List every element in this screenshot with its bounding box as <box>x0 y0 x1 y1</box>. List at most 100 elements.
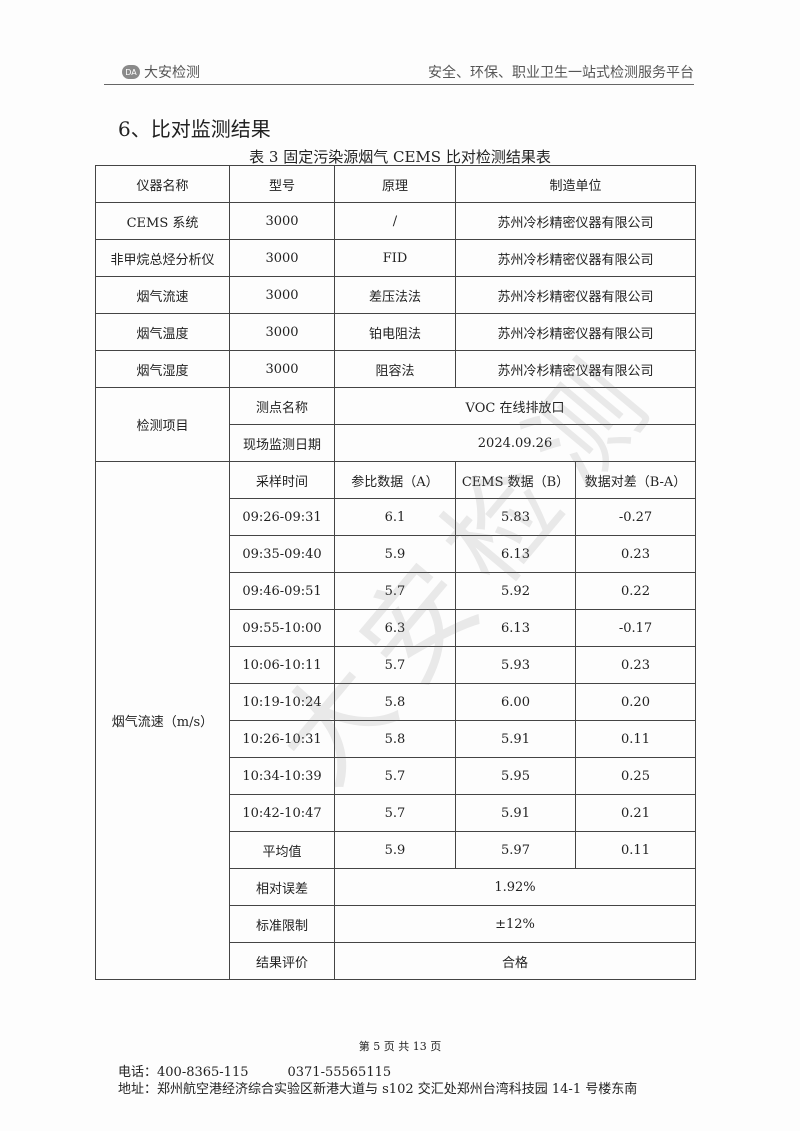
table-cell: 10:34-10:39 <box>229 757 335 795</box>
table-cell: 测点名称 <box>229 387 335 425</box>
table-cell: 0.23 <box>574 646 697 684</box>
table-cell: 6.3 <box>334 609 456 647</box>
table-cell: 结果评价 <box>229 942 335 980</box>
table-cell: 09:35-09:40 <box>229 535 335 573</box>
table-cell: 烟气温度 <box>95 313 230 351</box>
table-cell: 5.7 <box>334 646 456 684</box>
table-cell: 5.7 <box>334 572 456 610</box>
table-cell: 0.21 <box>574 794 697 832</box>
section-title: 6、比对监测结果 <box>118 117 271 141</box>
table-row: 烟气流速 3000 差压法法 苏州冷杉精密仪器有限公司 <box>95 276 697 314</box>
table-cell: 0.11 <box>574 831 697 869</box>
page-header: DA 大安检测 安全、环保、职业卫生一站式检测服务平台 <box>104 60 694 85</box>
table-row: 10:19-10:24 5.8 6.00 0.20 <box>96 683 697 721</box>
table-cell: 5.93 <box>455 646 576 684</box>
table-cell: 09:46-09:51 <box>229 572 335 610</box>
table-cell: 5.95 <box>455 757 576 795</box>
column-header: CEMS 数据（B） <box>455 461 576 499</box>
table-row: 仪器名称 型号 原理 制造单位 <box>95 165 697 203</box>
table-cell: 5.7 <box>334 794 456 832</box>
table-row: 09:26-09:31 6.1 5.83 -0.27 <box>96 498 697 536</box>
logo-icon: DA <box>122 65 140 79</box>
table-cell: 10:26-10:31 <box>229 720 335 758</box>
table-cell: -0.17 <box>574 609 697 647</box>
table-row: 结果评价 合格 <box>96 942 697 980</box>
table-cell: 苏州冷杉精密仪器有限公司 <box>454 239 697 277</box>
table-cell: 5.97 <box>455 831 576 869</box>
table-cell: 0.20 <box>574 683 697 721</box>
table-cell: 6.00 <box>455 683 576 721</box>
table-cell: 5.8 <box>334 683 456 721</box>
column-header: 制造单位 <box>454 165 697 203</box>
table-cell: 标准限制 <box>229 905 335 943</box>
column-header: 仪器名称 <box>95 165 230 203</box>
table-cell: 3000 <box>229 239 335 277</box>
table-cell: 5.9 <box>334 535 456 573</box>
table-cell: 3000 <box>229 202 335 240</box>
table-cell: 平均值 <box>229 831 335 869</box>
column-header: 采样时间 <box>229 461 335 499</box>
table-cell: 现场监测日期 <box>229 424 335 462</box>
table-cell: -0.27 <box>574 498 697 536</box>
table-cell: 5.9 <box>334 831 456 869</box>
page-number: 第 5 页 共 13 页 <box>358 1040 442 1053</box>
table-cell: 3000 <box>229 350 335 388</box>
table-cell: 3000 <box>229 313 335 351</box>
footer-address: 地址：郑州航空港经济综合实验区新港大道与 s102 交汇处郑州台湾科技园 14-… <box>118 1082 638 1097</box>
table-cell: 5.91 <box>455 720 576 758</box>
table-row: 相对误差 1.92% <box>96 868 697 906</box>
table-cell: 苏州冷杉精密仪器有限公司 <box>454 350 697 388</box>
table-cell: 铂电阻法 <box>334 313 456 351</box>
table-caption: 表 3 固定污染源烟气 CEMS 比对检测结果表 <box>249 148 551 166</box>
table-cell: 0.11 <box>574 720 697 758</box>
table-cell: 5.92 <box>455 572 576 610</box>
column-header: 型号 <box>229 165 335 203</box>
table-cell: 5.91 <box>455 794 576 832</box>
table-cell: 阻容法 <box>334 350 456 388</box>
table-row: 09:35-09:40 5.9 6.13 0.23 <box>96 535 697 573</box>
header-slogan: 安全、环保、职业卫生一站式检测服务平台 <box>428 65 694 81</box>
table-cell: 烟气流速 <box>95 276 230 314</box>
table-row: 非甲烷总烃分析仪 3000 FID 苏州冷杉精密仪器有限公司 <box>95 239 697 277</box>
table-cell: 0.25 <box>574 757 697 795</box>
table-row: 10:06-10:11 5.7 5.93 0.23 <box>96 646 697 684</box>
table-cell: VOC 在线排放口 <box>333 387 697 425</box>
table-cell: 0.22 <box>574 572 697 610</box>
table-cell: 烟气湿度 <box>95 350 230 388</box>
table-cell: 非甲烷总烃分析仪 <box>95 239 230 277</box>
footer-phone: 电话：400-8365-115 0371-55565115 <box>118 1065 392 1080</box>
table-cell: 09:55-10:00 <box>229 609 335 647</box>
table-cell: 差压法法 <box>334 276 456 314</box>
table-cell: 10:06-10:11 <box>229 646 335 684</box>
table-row: 10:34-10:39 5.7 5.95 0.25 <box>96 757 697 795</box>
column-header: 数据对差（B-A） <box>574 461 697 499</box>
column-header: 原理 <box>334 165 456 203</box>
table-cell: / <box>334 202 456 240</box>
table-cell: 3000 <box>229 276 335 314</box>
table-cell: 相对误差 <box>229 868 335 906</box>
logo: DA 大安检测 <box>122 62 200 82</box>
table-cell: 5.8 <box>334 720 456 758</box>
table-row: 标准限制 ±12% <box>96 905 697 943</box>
column-header: 参比数据（A） <box>334 461 456 499</box>
table-row: CEMS 系统 3000/苏州冷杉精密仪器有限公司 <box>95 202 697 240</box>
table-cell: 检测项目 <box>95 387 230 462</box>
table-cell: 10:42-10:47 <box>229 794 335 832</box>
table-row: 烟气湿度 3000 阻容法 苏州冷杉精密仪器有限公司 <box>95 350 697 388</box>
table-cell: CEMS 系统 <box>95 202 230 240</box>
logo-text: 大安检测 <box>144 65 200 81</box>
table-cell: FID <box>334 239 456 277</box>
table-row: 烟气温度 3000 铂电阻法 苏州冷杉精密仪器有限公司 <box>95 313 697 351</box>
table-row: 烟气流速（m/s） 采样时间 参比数据（A） CEMS 数据（B） 数据对差（B-A） <box>95 461 697 980</box>
results-table: 仪器名称 型号 原理 制造单位 CEMS 系统 3000/苏州冷杉精密仪器有限公司 非甲烷总… <box>95 165 697 980</box>
table-cell: 0.23 <box>574 535 697 573</box>
table-cell: 6.1 <box>334 498 456 536</box>
table-row: 检测项目 测点名称 VOC 在线排放口 <box>95 387 697 462</box>
table-cell: 1.92% <box>333 868 697 906</box>
table-row: 10:26-10:31 5.8 5.91 0.11 <box>96 720 697 758</box>
table-cell: 09:26-09:31 <box>229 498 335 536</box>
table-cell: 苏州冷杉精密仪器有限公司 <box>454 202 697 240</box>
table-cell: 6.13 <box>455 609 576 647</box>
table-cell: 10:19-10:24 <box>229 683 335 721</box>
table-cell: 5.83 <box>455 498 576 536</box>
